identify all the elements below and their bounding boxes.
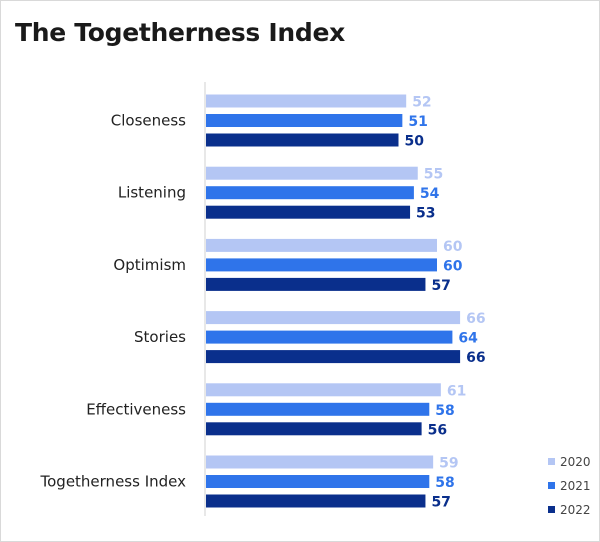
data-label-listening-2020: 55 bbox=[424, 167, 443, 183]
bar-stories-2020 bbox=[206, 311, 461, 325]
bar-togetherness-index-2022 bbox=[206, 494, 426, 508]
bar-togetherness-index-2020 bbox=[206, 455, 434, 469]
data-label-stories-2022: 66 bbox=[466, 350, 485, 366]
legend-label-2021: 2021 bbox=[560, 479, 591, 493]
data-label-optimism-2021: 60 bbox=[443, 258, 463, 274]
bar-closeness-2022 bbox=[206, 133, 399, 147]
legend-swatch-2021 bbox=[548, 482, 555, 489]
category-label-closeness: Closeness bbox=[111, 112, 186, 130]
bar-optimism-2022 bbox=[206, 277, 426, 291]
data-label-stories-2020: 66 bbox=[466, 311, 485, 327]
legend-swatch-2020 bbox=[548, 458, 555, 465]
chart-title: The Togetherness Index bbox=[15, 18, 345, 47]
data-label-togetherness-index-2021: 58 bbox=[435, 475, 454, 491]
bar-togetherness-index-2021 bbox=[206, 475, 430, 488]
data-label-optimism-2020: 60 bbox=[443, 239, 463, 255]
bar-listening-2020 bbox=[206, 166, 418, 180]
category-label-listening: Listening bbox=[118, 184, 186, 202]
data-label-effectiveness-2022: 56 bbox=[428, 422, 447, 438]
bar-optimism-2020 bbox=[206, 238, 437, 252]
data-label-closeness-2020: 52 bbox=[412, 95, 431, 111]
bar-effectiveness-2022 bbox=[206, 422, 422, 436]
bar-effectiveness-2021 bbox=[206, 402, 430, 416]
data-label-effectiveness-2020: 61 bbox=[447, 383, 466, 399]
category-label-effectiveness: Effectiveness bbox=[86, 400, 186, 418]
data-label-optimism-2022: 57 bbox=[431, 278, 450, 294]
data-label-closeness-2021: 51 bbox=[408, 114, 427, 130]
data-label-stories-2021: 64 bbox=[458, 331, 478, 347]
data-label-listening-2021: 54 bbox=[420, 186, 440, 202]
bar-stories-2021 bbox=[206, 330, 453, 344]
legend-label-2020: 2020 bbox=[560, 455, 591, 469]
data-label-closeness-2022: 50 bbox=[405, 134, 425, 150]
bar-effectiveness-2020 bbox=[206, 383, 441, 397]
bar-optimism-2021 bbox=[206, 258, 437, 272]
bar-closeness-2021 bbox=[206, 114, 403, 127]
bar-stories-2022 bbox=[206, 350, 461, 364]
category-label-optimism: Optimism bbox=[113, 256, 186, 274]
bar-listening-2021 bbox=[206, 186, 414, 200]
data-label-effectiveness-2021: 58 bbox=[435, 403, 454, 419]
category-label-stories: Stories bbox=[134, 328, 186, 346]
bar-closeness-2020 bbox=[206, 94, 407, 108]
legend-label-2022: 2022 bbox=[560, 503, 591, 517]
data-label-togetherness-index-2022: 57 bbox=[431, 495, 450, 511]
legend-swatch-2022 bbox=[548, 506, 555, 513]
bar-listening-2022 bbox=[206, 205, 411, 219]
category-label-togetherness-index: Togetherness Index bbox=[40, 473, 187, 491]
data-label-listening-2022: 53 bbox=[416, 206, 435, 222]
data-label-togetherness-index-2020: 59 bbox=[439, 456, 458, 472]
